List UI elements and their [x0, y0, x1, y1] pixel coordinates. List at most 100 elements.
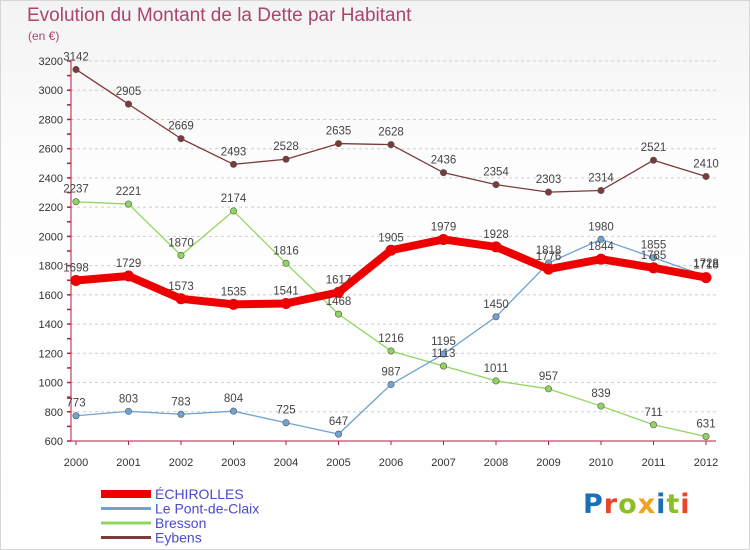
data-label: 2628 — [378, 127, 404, 139]
data-point — [70, 275, 82, 287]
data-point — [72, 198, 80, 206]
data-point — [700, 272, 712, 284]
data-label: 1450 — [483, 299, 509, 311]
data-label: 1855 — [641, 240, 667, 252]
data-point — [438, 233, 449, 245]
data-point — [282, 259, 290, 267]
data-label: 2905 — [116, 86, 142, 98]
data-label: 1535 — [221, 286, 247, 298]
logo-letter: t — [666, 489, 681, 520]
logo-letter: r — [603, 489, 619, 520]
data-label: 1728 — [693, 258, 719, 270]
data-point — [492, 181, 500, 189]
data-point — [125, 407, 133, 415]
legend-swatch — [101, 507, 151, 510]
data-point — [280, 297, 292, 309]
data-point — [385, 244, 397, 256]
data-point — [123, 270, 134, 282]
data-label: 773 — [66, 398, 85, 410]
legend-label: Bresson — [155, 515, 206, 531]
data-point — [595, 253, 607, 265]
data-point — [282, 155, 290, 163]
data-label: 631 — [696, 418, 715, 430]
data-point — [125, 200, 133, 208]
data-point — [177, 251, 185, 259]
data-label: 1698 — [63, 263, 89, 275]
x-tick-label: 2000 — [64, 457, 88, 469]
data-label: 2521 — [641, 142, 667, 154]
data-point — [439, 169, 447, 177]
data-label: 2174 — [221, 193, 247, 205]
data-point — [228, 298, 239, 310]
x-tick-label: 2001 — [116, 457, 140, 469]
data-label: 647 — [329, 416, 348, 428]
x-tick-label: 2008 — [484, 457, 508, 469]
data-label: 2237 — [63, 184, 89, 196]
data-label: 1844 — [588, 241, 614, 253]
data-point — [648, 262, 659, 274]
data-label: 725 — [276, 405, 295, 417]
series-layer — [70, 65, 712, 440]
data-point — [72, 65, 80, 73]
data-point — [492, 313, 500, 321]
y-tick-label: 2800 — [39, 114, 63, 126]
data-point — [387, 380, 395, 388]
data-point — [649, 156, 657, 164]
data-point — [387, 141, 395, 149]
y-tick-label: 3200 — [39, 56, 63, 68]
data-label: 1729 — [116, 258, 142, 270]
logo-letter: x — [637, 489, 657, 520]
legend-label: Eybens — [155, 530, 202, 546]
chart-unit-label: (en €) — [28, 29, 60, 43]
y-tick-label: 3000 — [39, 85, 63, 97]
data-point — [230, 207, 238, 215]
x-tick-label: 2006 — [379, 457, 403, 469]
data-point — [649, 254, 657, 262]
y-tick-label: 1200 — [39, 348, 63, 360]
data-label: 803 — [119, 393, 138, 405]
data-label: 1468 — [326, 296, 352, 308]
data-label: 1011 — [484, 363, 509, 375]
data-point — [439, 362, 447, 370]
x-tick-label: 2003 — [221, 457, 245, 469]
x-tick-label: 2012 — [694, 457, 718, 469]
data-label: 987 — [381, 366, 400, 378]
legend-swatch — [101, 490, 151, 498]
chart-title: Evolution du Montant de la Dette par Hab… — [27, 5, 412, 26]
y-tick-label: 1800 — [39, 261, 63, 273]
data-point — [702, 432, 710, 440]
data-point — [597, 402, 605, 410]
legend-label: ÉCHIROLLES — [155, 486, 244, 502]
y-tick-label: 2200 — [39, 202, 63, 214]
y-tick-label: 800 — [45, 407, 63, 419]
data-point — [72, 412, 80, 420]
label-layer: 3142 2905 2669 2493 2528 2635 2628 2436 2354 2303… — [63, 51, 719, 430]
data-label: 804 — [224, 393, 244, 405]
data-point — [177, 410, 185, 418]
x-tick-label: 2007 — [431, 457, 455, 469]
logo-letter: i — [680, 489, 691, 520]
x-tick-label: 2010 — [589, 457, 613, 469]
x-tick-label: 2011 — [642, 457, 666, 469]
y-tick-label: 1000 — [39, 378, 63, 390]
data-label: 1928 — [483, 229, 509, 241]
data-label: 2410 — [693, 158, 719, 170]
data-point — [543, 263, 554, 275]
data-point — [230, 160, 238, 168]
data-label: 1195 — [431, 336, 456, 348]
data-label: 711 — [644, 407, 662, 419]
data-label: 1785 — [641, 250, 667, 262]
y-tick-label: 600 — [45, 436, 63, 448]
data-label: 1113 — [432, 348, 456, 360]
data-point — [334, 140, 342, 148]
data-point — [282, 419, 290, 427]
data-point — [387, 347, 395, 355]
data-label: 1980 — [588, 221, 614, 233]
data-label: 2303 — [536, 174, 562, 186]
y-tick-label: 1600 — [39, 290, 63, 302]
y-tick-label: 1400 — [39, 319, 63, 331]
data-point — [334, 310, 342, 318]
